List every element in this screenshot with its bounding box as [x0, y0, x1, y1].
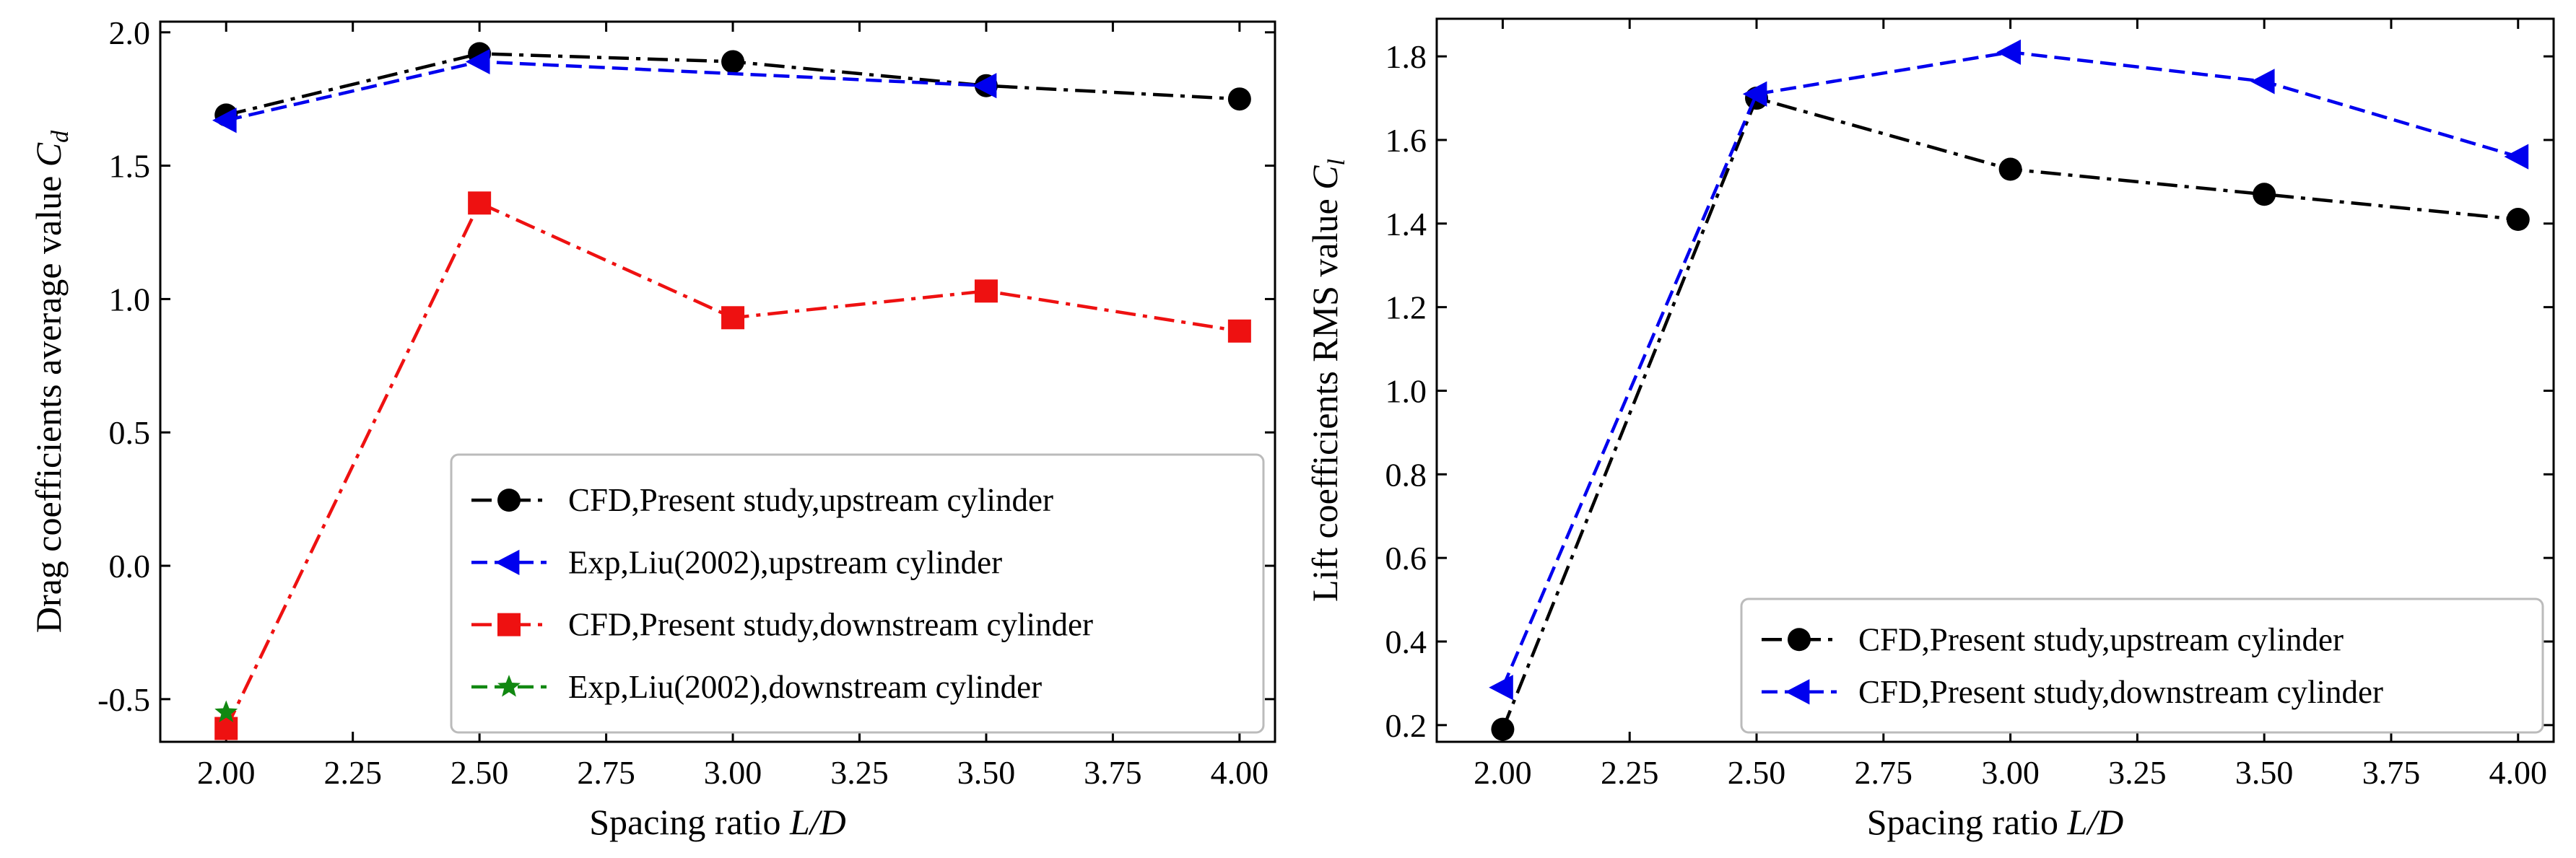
lift-ytick-label: 1.4 [1385, 206, 1427, 242]
drag-legend-marker-0 [497, 489, 521, 512]
drag-xtick-label: 3.75 [1084, 754, 1142, 791]
drag-xtick-label: 4.00 [1211, 754, 1269, 791]
lift-legend-marker-0 [1788, 628, 1811, 652]
lift-legend-box [1740, 597, 2544, 734]
lift-xtick-label: 3.50 [2235, 754, 2294, 791]
lift-ytick-label: 0.4 [1385, 623, 1427, 660]
drag-ytick-label: 0.0 [109, 548, 151, 585]
lift-series-1-line [1501, 51, 2519, 688]
drag-legend-marker-1 [495, 549, 520, 575]
drag-legend-marker-3 [497, 675, 521, 697]
lift-plot-frame [1435, 17, 2555, 743]
drag-series-2-point [721, 306, 745, 330]
lift-legend-marker-1 [1785, 679, 1810, 705]
lift-xtick-label: 3.75 [2362, 754, 2421, 791]
drag-xtick-label: 3.00 [704, 754, 762, 791]
lift-ytick-label: 0.8 [1385, 456, 1427, 493]
lift-series-1-point [2250, 69, 2275, 95]
drag-x-axis-title: Spacing ratio L/D [589, 802, 846, 842]
drag-series-2 [214, 191, 1251, 740]
drag-legend-label-2: CFD,Present study,downstream cylinder [568, 607, 1093, 643]
lift-ytick-label: 1.2 [1385, 289, 1427, 326]
drag-series-2-point [974, 279, 998, 303]
lift-ytick-label: 1.8 [1385, 38, 1427, 75]
drag-legend-marker-2 [497, 613, 521, 636]
lift-series-0-point [1491, 717, 1515, 741]
drag-y-axis-title: Drag coefficients average value Cd [28, 130, 74, 633]
drag-ytick-label: 2.0 [109, 14, 151, 51]
drag-ytick-label: 0.5 [109, 414, 151, 451]
drag-series-1-point [212, 108, 237, 133]
lift-legend-label-1: CFD,Present study,downstream cylinder [1858, 674, 2383, 710]
drag-legend: CFD,Present study,upstream cylinder Exp,L… [450, 453, 1265, 734]
drag-xtick-label: 2.00 [197, 754, 256, 791]
lift-ytick-label: 1.0 [1385, 372, 1427, 409]
drag-legend-label-0: CFD,Present study,upstream cylinder [568, 482, 1053, 518]
lift-ytick-label: 0.6 [1385, 540, 1427, 577]
lift-series-0-point [2506, 208, 2530, 232]
drag-series-1-line [225, 60, 987, 122]
drag-series-1-point [465, 48, 490, 75]
drag-legend-label-1: Exp,Liu(2002),upstream cylinder [568, 544, 1002, 580]
lift-legend: CFD,Present study,upstream cylinder CFD,P… [1740, 597, 2544, 734]
drag-series-0-point [721, 50, 745, 74]
drag-series-3-point [214, 700, 238, 722]
drag-series-2-point [214, 717, 238, 740]
drag-ytick-label: 1.0 [109, 281, 151, 318]
lift-xtick-label: 2.25 [1601, 754, 1659, 791]
drag-series-0-point [1227, 87, 1251, 111]
lift-series-1-point [1742, 81, 1767, 107]
lift-xtick-label: 2.00 [1474, 754, 1532, 791]
lift-series-1-point [1489, 675, 1513, 701]
lift-xtick-label: 2.50 [1728, 754, 1786, 791]
drag-ytick-label: 1.5 [109, 148, 151, 185]
drag-plot-frame [159, 20, 1276, 743]
drag-xtick-label: 2.50 [451, 754, 509, 791]
drag-xtick-label: 2.25 [323, 754, 382, 791]
lift-series-1-point [1996, 39, 2021, 65]
lift-series-0-point [1998, 157, 2022, 181]
drag-series-2-point [468, 191, 492, 215]
drag-legend-label-3: Exp,Liu(2002),downstream cylinder [568, 669, 1042, 705]
lift-xtick-label: 3.00 [1981, 754, 2040, 791]
drag-series-1 [212, 48, 997, 133]
lift-ytick-label: 0.2 [1385, 707, 1427, 744]
drag-series-0 [214, 42, 1251, 127]
drag-xtick-label: 2.75 [577, 754, 635, 791]
lift-ytick-label: 1.6 [1385, 122, 1427, 159]
lift-xtick-label: 3.25 [2108, 754, 2167, 791]
lift-series-1-point [2504, 144, 2529, 170]
drag-xtick-label: 3.50 [957, 754, 1016, 791]
drag-ytick-label: -0.5 [97, 681, 150, 718]
lift-y-axis-title: Lift coefficients RMS value Cl [1305, 159, 1350, 602]
lift-legend-label-0: CFD,Present study,upstream cylinder [1858, 621, 2344, 657]
lift-series-1 [1489, 39, 2529, 701]
drag-chart: 2.00 2.25 2.50 2.75 3.00 3.25 3.50 3.75 4.00 -0.5… [28, 14, 1276, 842]
lift-xtick-label: 2.75 [1855, 754, 1913, 791]
drag-legend-box [450, 453, 1265, 734]
drag-series-1-point [972, 73, 997, 99]
drag-series-3 [214, 700, 238, 722]
drag-series-2-point [1227, 319, 1251, 343]
drag-xtick-label: 3.25 [830, 754, 889, 791]
lift-x-axis-title: Spacing ratio L/D [1867, 802, 2124, 842]
lift-series-0-point [2253, 183, 2276, 206]
lift-chart: 2.00 2.25 2.50 2.75 3.00 3.25 3.50 3.75 4.00 0.2 0… [1305, 17, 2555, 842]
lift-xtick-label: 4.00 [2489, 754, 2548, 791]
